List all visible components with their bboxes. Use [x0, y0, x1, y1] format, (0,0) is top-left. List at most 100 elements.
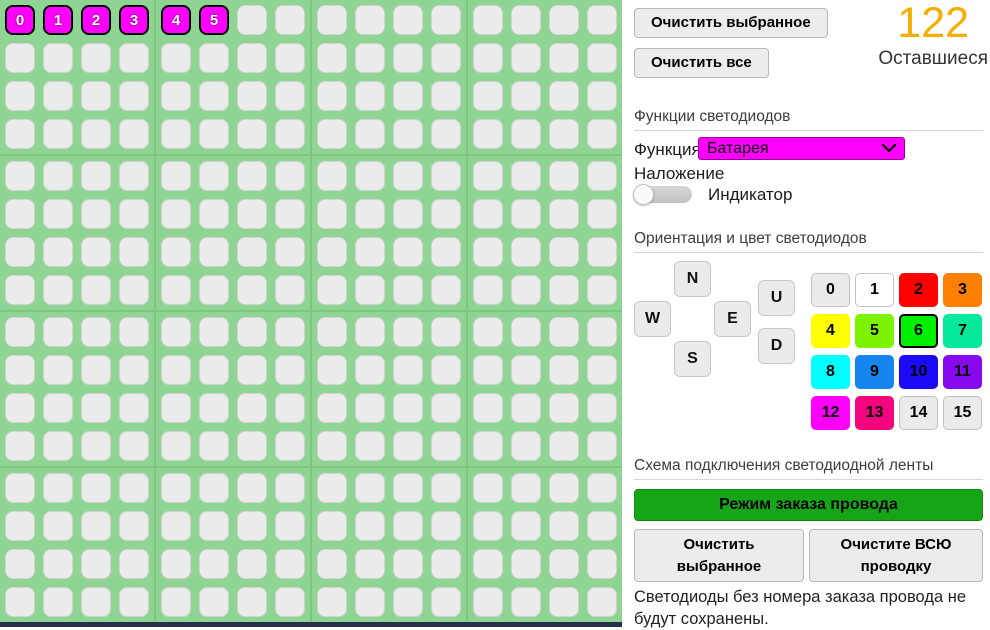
led-cell[interactable] — [5, 431, 35, 461]
color-swatch-11[interactable]: 11 — [943, 355, 982, 389]
led-cell[interactable] — [431, 431, 461, 461]
led-cell[interactable] — [81, 275, 111, 305]
led-cell[interactable] — [511, 43, 541, 73]
dpad-w-button[interactable]: W — [634, 301, 671, 337]
led-cell[interactable] — [237, 587, 267, 617]
led-cell[interactable] — [549, 81, 579, 111]
led-cell[interactable]: 2 — [81, 5, 111, 35]
led-cell[interactable] — [161, 275, 191, 305]
clear-all-button[interactable]: Очистить все — [634, 48, 769, 78]
led-cell[interactable] — [511, 587, 541, 617]
led-cell[interactable] — [355, 5, 385, 35]
led-cell[interactable] — [587, 549, 617, 579]
led-cell[interactable] — [119, 431, 149, 461]
led-cell[interactable] — [119, 355, 149, 385]
led-cell[interactable] — [549, 199, 579, 229]
led-cell[interactable] — [119, 81, 149, 111]
led-cell[interactable] — [199, 199, 229, 229]
led-cell[interactable] — [549, 473, 579, 503]
led-cell[interactable] — [275, 5, 305, 35]
led-cell[interactable]: 0 — [5, 5, 35, 35]
led-cell[interactable] — [431, 587, 461, 617]
color-swatch-1[interactable]: 1 — [855, 273, 894, 307]
led-cell[interactable] — [275, 317, 305, 347]
led-cell[interactable] — [119, 237, 149, 267]
led-cell[interactable] — [587, 431, 617, 461]
led-cell[interactable] — [511, 5, 541, 35]
led-cell[interactable] — [511, 317, 541, 347]
led-cell[interactable] — [587, 511, 617, 541]
led-cell[interactable] — [237, 119, 267, 149]
led-cell[interactable] — [317, 355, 347, 385]
led-cell[interactable] — [199, 237, 229, 267]
led-cell[interactable] — [81, 355, 111, 385]
led-cell[interactable] — [317, 511, 347, 541]
led-cell[interactable] — [549, 119, 579, 149]
led-cell[interactable] — [431, 317, 461, 347]
led-cell[interactable] — [431, 43, 461, 73]
led-cell[interactable] — [199, 587, 229, 617]
led-cell[interactable] — [119, 161, 149, 191]
led-cell[interactable] — [275, 161, 305, 191]
color-swatch-3[interactable]: 3 — [943, 273, 982, 307]
led-cell[interactable] — [549, 511, 579, 541]
led-cell[interactable] — [511, 473, 541, 503]
led-cell[interactable] — [43, 393, 73, 423]
led-cell[interactable] — [237, 199, 267, 229]
led-cell[interactable] — [199, 81, 229, 111]
led-cell[interactable] — [473, 275, 503, 305]
led-cell[interactable] — [119, 43, 149, 73]
led-cell[interactable] — [431, 5, 461, 35]
led-cell[interactable] — [43, 275, 73, 305]
led-cell[interactable] — [355, 43, 385, 73]
led-cell[interactable] — [43, 81, 73, 111]
led-cell[interactable] — [275, 237, 305, 267]
led-cell[interactable] — [161, 43, 191, 73]
led-cell[interactable] — [275, 81, 305, 111]
led-cell[interactable] — [431, 161, 461, 191]
led-cell[interactable] — [317, 5, 347, 35]
led-cell[interactable] — [393, 119, 423, 149]
led-cell[interactable] — [237, 393, 267, 423]
led-cell[interactable] — [473, 81, 503, 111]
led-cell[interactable] — [549, 587, 579, 617]
led-cell[interactable] — [355, 275, 385, 305]
led-cell[interactable] — [393, 393, 423, 423]
led-cell[interactable] — [317, 119, 347, 149]
led-cell[interactable] — [81, 431, 111, 461]
led-cell[interactable] — [275, 43, 305, 73]
led-cell[interactable] — [119, 511, 149, 541]
led-cell[interactable] — [355, 473, 385, 503]
led-cell[interactable] — [161, 317, 191, 347]
wiring-clear-selected-button[interactable]: Очистить выбранное — [634, 529, 804, 582]
led-cell[interactable] — [81, 43, 111, 73]
led-cell[interactable] — [81, 473, 111, 503]
led-cell[interactable] — [355, 317, 385, 347]
led-cell[interactable] — [317, 161, 347, 191]
led-cell[interactable] — [237, 473, 267, 503]
led-cell[interactable] — [511, 355, 541, 385]
led-cell[interactable] — [317, 237, 347, 267]
overlay-toggle[interactable] — [633, 184, 692, 205]
led-cell[interactable] — [473, 355, 503, 385]
led-cell[interactable] — [275, 393, 305, 423]
led-cell[interactable] — [161, 81, 191, 111]
led-cell[interactable] — [473, 119, 503, 149]
led-cell[interactable] — [161, 119, 191, 149]
led-cell[interactable] — [549, 5, 579, 35]
led-cell[interactable] — [199, 43, 229, 73]
led-cell[interactable] — [317, 199, 347, 229]
led-cell[interactable] — [199, 473, 229, 503]
led-cell[interactable] — [43, 431, 73, 461]
led-cell[interactable] — [237, 317, 267, 347]
led-cell[interactable] — [5, 317, 35, 347]
led-cell[interactable] — [473, 43, 503, 73]
led-cell[interactable] — [43, 549, 73, 579]
led-cell[interactable] — [587, 43, 617, 73]
led-cell[interactable] — [355, 393, 385, 423]
led-cell[interactable] — [5, 43, 35, 73]
led-cell[interactable] — [43, 161, 73, 191]
led-cell[interactable] — [199, 431, 229, 461]
led-cell[interactable] — [473, 393, 503, 423]
led-cell[interactable] — [511, 431, 541, 461]
